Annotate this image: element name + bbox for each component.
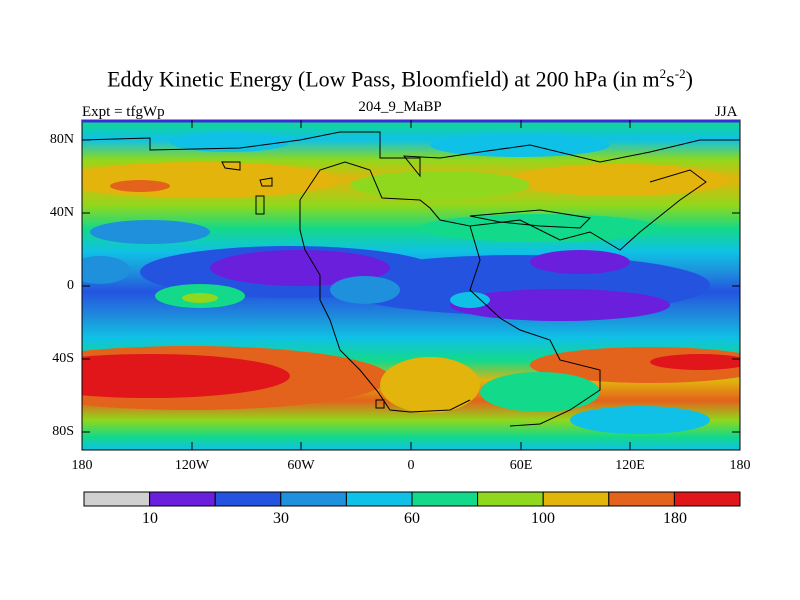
season-label: JJA	[715, 104, 738, 120]
x-tick-label: 60W	[287, 458, 315, 473]
y-tick-label: 0	[67, 278, 74, 293]
x-tick-label: 120W	[174, 458, 210, 473]
colorbar-label: 100	[531, 510, 555, 527]
x-tick-label: 120E	[615, 458, 645, 473]
colorbar-swatch	[542, 491, 610, 507]
x-tick-label: 60E	[509, 458, 533, 473]
x-tick-label: 180	[729, 458, 751, 473]
run-label: 204_9_MaBP	[358, 99, 442, 115]
experiment-label: Expt = tfgWp	[82, 104, 165, 120]
colorbar-label: 10	[142, 510, 158, 527]
colorbar-swatch	[83, 491, 151, 507]
y-tick-label: 80N	[49, 132, 74, 147]
y-tick-label: 40S	[52, 351, 74, 366]
colorbar-label: 60	[404, 510, 420, 527]
colorbar	[83, 491, 741, 507]
y-ticks	[82, 139, 740, 433]
colorbar-label: 30	[273, 510, 289, 527]
colorbar-swatch	[214, 491, 282, 507]
colorbar-label: 180	[663, 510, 687, 527]
colorbar-swatch	[608, 491, 675, 507]
colorbar-swatch	[345, 491, 413, 507]
contour-field	[82, 120, 740, 450]
colorbar-swatch	[673, 491, 741, 507]
colorbar-swatch	[411, 491, 479, 507]
x-tick-label: 180	[71, 458, 93, 473]
colorbar-swatch	[280, 491, 347, 507]
y-tick-label: 40N	[49, 205, 74, 220]
map-title: Eddy Kinetic Energy (Low Pass, Bloomfiel…	[107, 66, 693, 92]
colorbar-swatch	[477, 491, 544, 507]
y-tick-label: 80S	[52, 424, 74, 439]
coastline-outlines	[82, 131, 740, 427]
colorbar-swatch	[149, 491, 216, 507]
x-tick-label: 0	[407, 458, 415, 473]
x-ticks	[81, 120, 741, 450]
